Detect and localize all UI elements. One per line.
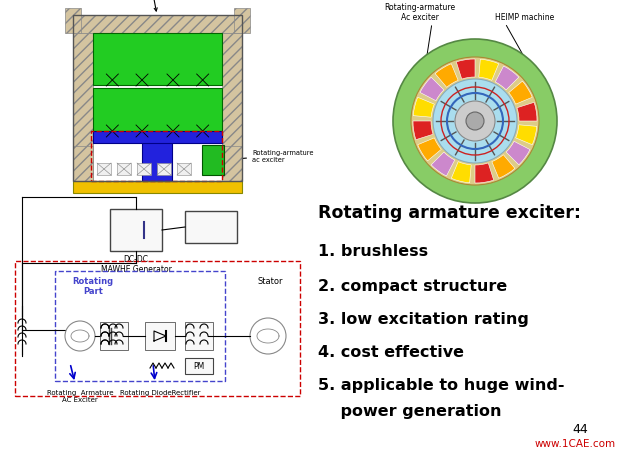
- Text: Rotating
Part: Rotating Part: [72, 276, 113, 296]
- Circle shape: [433, 80, 517, 164]
- Bar: [145, 322, 175, 350]
- Circle shape: [65, 321, 95, 351]
- Text: Rotating-armature
ac exciter: Rotating-armature ac exciter: [228, 149, 314, 162]
- Bar: [234, 9, 250, 34]
- Wedge shape: [495, 67, 519, 91]
- Wedge shape: [413, 122, 433, 140]
- Text: 1. brushless: 1. brushless: [318, 244, 428, 258]
- Wedge shape: [517, 103, 537, 122]
- Bar: [177, 164, 191, 175]
- Circle shape: [250, 318, 286, 354]
- Wedge shape: [451, 162, 471, 184]
- Bar: [73, 34, 93, 182]
- Bar: [93, 132, 222, 144]
- Text: PM: PM: [193, 362, 205, 371]
- Bar: [157, 164, 171, 175]
- Text: www.1CAE.com: www.1CAE.com: [534, 438, 616, 448]
- Bar: [202, 146, 224, 175]
- Bar: [73, 16, 242, 34]
- Bar: [55, 272, 225, 381]
- Bar: [222, 147, 242, 182]
- Text: Rotating  Armature
AC Exciter: Rotating Armature AC Exciter: [47, 389, 113, 402]
- Text: 44: 44: [572, 423, 588, 436]
- Bar: [142, 133, 172, 182]
- Text: 3. low excitation rating: 3. low excitation rating: [318, 311, 529, 326]
- Bar: [110, 210, 162, 252]
- Text: 2. compact structure: 2. compact structure: [318, 278, 508, 293]
- Wedge shape: [492, 155, 515, 179]
- Bar: [73, 16, 242, 182]
- Wedge shape: [456, 60, 475, 80]
- Text: 5. applicable to huge wind-: 5. applicable to huge wind-: [318, 377, 564, 392]
- Bar: [91, 132, 222, 182]
- Text: Stator: Stator: [257, 276, 283, 285]
- Text: Rotating-armature
Ac exciter: Rotating-armature Ac exciter: [385, 3, 456, 22]
- Bar: [93, 89, 222, 137]
- Bar: [185, 212, 237, 244]
- Bar: [97, 164, 111, 175]
- Text: Voltage
Source: Voltage Source: [196, 218, 225, 237]
- Wedge shape: [516, 125, 537, 145]
- Wedge shape: [413, 98, 435, 118]
- Bar: [100, 322, 128, 350]
- Wedge shape: [509, 82, 532, 105]
- Circle shape: [393, 40, 557, 203]
- Circle shape: [466, 113, 484, 131]
- Text: DC-DC
MAWHE Generator: DC-DC MAWHE Generator: [100, 254, 172, 274]
- Wedge shape: [420, 78, 444, 101]
- Bar: [222, 34, 242, 182]
- Wedge shape: [475, 164, 493, 184]
- Circle shape: [411, 58, 539, 186]
- Bar: [185, 322, 213, 350]
- Wedge shape: [431, 153, 454, 177]
- Wedge shape: [435, 64, 458, 88]
- Text: power generation: power generation: [318, 403, 502, 418]
- Wedge shape: [479, 60, 499, 81]
- Text: HEIMP machine: HEIMP machine: [495, 13, 554, 22]
- Bar: [65, 9, 81, 34]
- Circle shape: [455, 102, 495, 142]
- Bar: [73, 147, 93, 182]
- Text: Rotating DiodeRectifier: Rotating DiodeRectifier: [120, 389, 200, 395]
- Text: Rotating armature exciter:: Rotating armature exciter:: [318, 203, 581, 221]
- Wedge shape: [418, 138, 442, 161]
- Bar: [15, 262, 300, 396]
- Bar: [93, 34, 222, 86]
- Text: HEIMP machine: HEIMP machine: [122, 0, 182, 12]
- Bar: [73, 182, 242, 193]
- Bar: [117, 164, 131, 175]
- Bar: [137, 164, 151, 175]
- Text: 4. cost effective: 4. cost effective: [318, 344, 464, 359]
- Bar: [185, 358, 213, 374]
- Wedge shape: [506, 142, 530, 166]
